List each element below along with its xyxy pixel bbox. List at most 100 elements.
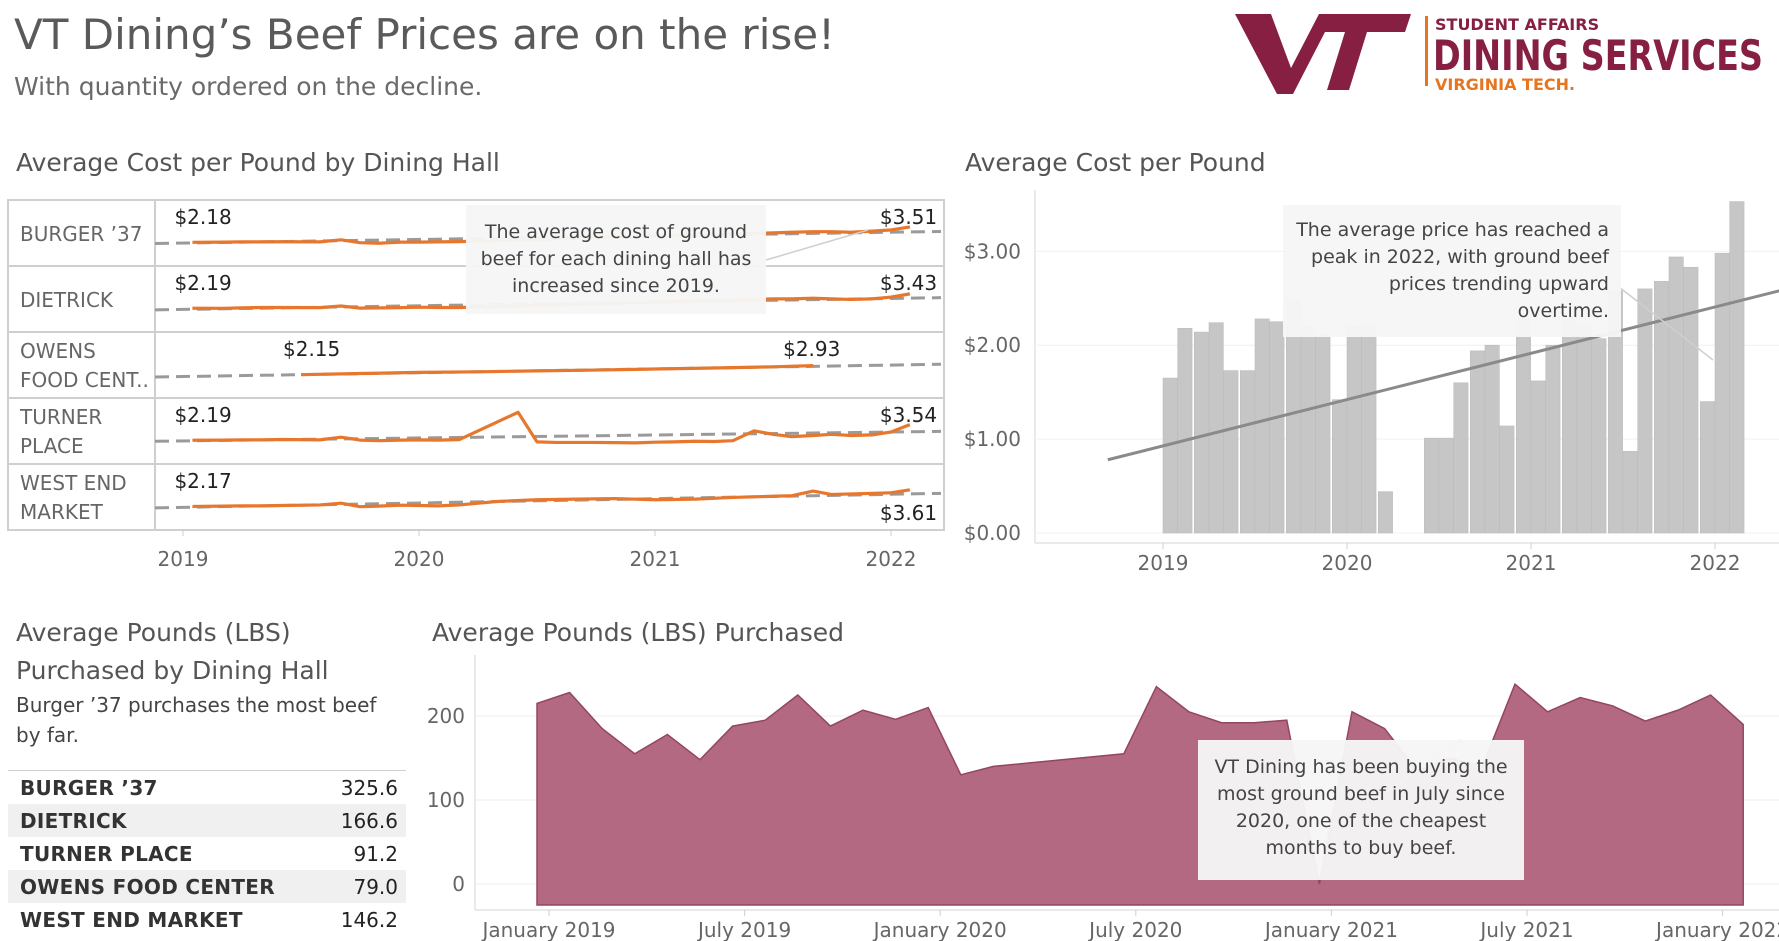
cost-bar bbox=[1683, 266, 1699, 534]
cost-bar bbox=[1545, 344, 1561, 534]
table-row-name: BURGER ’37 bbox=[20, 775, 158, 800]
x-tick-label: 2019 bbox=[1138, 551, 1189, 575]
hall-start-value: $2.19 bbox=[174, 403, 231, 427]
table-row-value: 325.6 bbox=[340, 775, 398, 800]
cost-bar bbox=[1515, 317, 1531, 534]
cost-bar bbox=[1637, 288, 1653, 534]
cost-bar bbox=[1208, 322, 1224, 534]
hall-cost-line bbox=[192, 292, 911, 310]
annotation-line: overtime. bbox=[1517, 300, 1609, 322]
table-row-name: OWENS FOOD CENTER bbox=[20, 874, 275, 899]
cost-bar bbox=[1269, 321, 1285, 534]
hall-cost-line bbox=[192, 488, 911, 509]
y-tick-label: $2.00 bbox=[964, 333, 1021, 357]
hall-start-value: $2.18 bbox=[174, 205, 231, 229]
y-tick-label: 100 bbox=[427, 788, 465, 812]
cost-bar bbox=[1239, 370, 1255, 534]
cost-bar bbox=[1499, 425, 1515, 534]
annotation-pointer bbox=[765, 229, 869, 261]
table-row-value: 166.6 bbox=[340, 808, 398, 833]
annotation-line: most ground beef in July since bbox=[1217, 783, 1505, 805]
hall-start-value: $2.19 bbox=[174, 271, 231, 295]
annotation-line: months to buy beef. bbox=[1265, 837, 1457, 859]
hall-cost-title: Average Cost per Pound by Dining Hall bbox=[16, 148, 500, 177]
cost-bar bbox=[1377, 491, 1393, 534]
cost-bar bbox=[1699, 401, 1715, 534]
table-row-value: 79.0 bbox=[353, 874, 398, 899]
hall-row-label: MARKET bbox=[20, 500, 104, 524]
annotation-line: increased since 2019. bbox=[512, 275, 720, 297]
table-row-name: DIETRICK bbox=[20, 808, 127, 833]
cost-bar bbox=[1300, 326, 1316, 534]
lbs-area bbox=[536, 682, 1744, 906]
cost-bar bbox=[1653, 281, 1669, 534]
hall-end-value: $3.51 bbox=[880, 205, 937, 229]
cost-bar bbox=[1729, 201, 1745, 534]
x-tick-label: 2022 bbox=[1690, 551, 1741, 575]
cost-bar bbox=[1438, 437, 1454, 534]
cost-bar bbox=[1223, 370, 1239, 534]
cost-trend-line bbox=[1107, 289, 1779, 462]
annotation-pointer bbox=[1609, 279, 1714, 361]
table-row: TURNER PLACE 91.2 bbox=[8, 837, 406, 870]
annotation-line: The average cost of ground bbox=[484, 221, 748, 243]
x-tick-label: 2020 bbox=[1322, 551, 1373, 575]
x-tick-label: January 2022 bbox=[1654, 918, 1779, 941]
cost-bar bbox=[1469, 350, 1485, 534]
x-tick-label: July 2019 bbox=[696, 918, 791, 941]
cost-annotation: The average price has reached a peak in … bbox=[1283, 205, 1621, 337]
y-tick-label: $0.00 bbox=[964, 521, 1021, 545]
hall-row-label: PLACE bbox=[20, 434, 84, 458]
x-tick-label: 2022 bbox=[866, 547, 917, 571]
table-row-value: 91.2 bbox=[353, 841, 398, 866]
table-top-rule bbox=[8, 770, 406, 771]
cost-bar bbox=[1177, 328, 1193, 534]
cost-title: Average Cost per Pound bbox=[965, 148, 1266, 177]
x-tick-label: 2019 bbox=[158, 547, 209, 571]
y-tick-label: 0 bbox=[452, 872, 465, 896]
table-row: OWENS FOOD CENTER 79.0 bbox=[8, 870, 406, 903]
hall-end-value: $2.93 bbox=[783, 337, 840, 361]
annotation-line: The average price has reached a bbox=[1296, 219, 1609, 241]
logo-small-text: STUDENT AFFAIRS bbox=[1435, 15, 1599, 34]
x-tick-label: July 2020 bbox=[1087, 918, 1182, 941]
hall-row-label: WEST END bbox=[20, 471, 127, 495]
y-tick-label: $3.00 bbox=[964, 239, 1021, 263]
hall-row-label: BURGER ’37 bbox=[20, 222, 142, 246]
cost-bar bbox=[1530, 380, 1546, 534]
hall-cost-annotation: The average cost of ground beef for each… bbox=[466, 205, 766, 314]
cost-bar bbox=[1576, 324, 1592, 534]
cost-bar bbox=[1346, 326, 1362, 534]
cost-bar bbox=[1331, 399, 1347, 534]
cost-bar bbox=[1423, 437, 1439, 534]
hall-cost-line bbox=[192, 410, 911, 445]
cost-bar bbox=[1361, 325, 1377, 534]
table-row-name: TURNER PLACE bbox=[20, 841, 193, 866]
lbs-hall-subtitle-line2: by far. bbox=[16, 723, 79, 747]
hall-cost-line bbox=[300, 364, 814, 377]
cost-bar bbox=[1714, 252, 1730, 534]
logo-big-text: DINING SERVICES bbox=[1433, 31, 1763, 80]
cost-bar bbox=[1622, 451, 1638, 534]
lbs-hall-table: BURGER ’37 325.6 DIETRICK 166.6 TURNER PLACE… bbox=[8, 770, 406, 936]
x-tick-label: 2021 bbox=[1506, 551, 1557, 575]
lbs-hall-subtitle-line1: Burger ’37 purchases the most beef bbox=[16, 693, 377, 717]
annotation-line: 2020, one of the cheapest bbox=[1235, 810, 1487, 832]
x-tick-label: January 2021 bbox=[1263, 918, 1398, 941]
hall-row-label: TURNER bbox=[19, 405, 102, 429]
lbs-title: Average Pounds (LBS) Purchased bbox=[432, 618, 844, 647]
hall-start-value: $2.17 bbox=[174, 469, 231, 493]
table-row: BURGER ’37 325.6 bbox=[8, 771, 406, 804]
lbs-annotation: VT Dining has been buying the most groun… bbox=[1198, 740, 1524, 880]
annotation-line: prices trending upward bbox=[1388, 273, 1609, 295]
cost-bar bbox=[1484, 344, 1500, 534]
cost-bar bbox=[1162, 377, 1178, 534]
table-row-value: 146.2 bbox=[340, 907, 398, 932]
logo-divider bbox=[1425, 16, 1428, 86]
vt-dining-logo: STUDENT AFFAIRS DINING SERVICES VIRGINIA… bbox=[1235, 14, 1763, 94]
hall-start-value: $2.15 bbox=[283, 337, 340, 361]
hall-end-value: $3.61 bbox=[880, 501, 937, 525]
annotation-line: beef for each dining hall has bbox=[480, 248, 752, 270]
table-row: DIETRICK 166.6 bbox=[8, 804, 406, 837]
cost-bar bbox=[1561, 315, 1577, 534]
